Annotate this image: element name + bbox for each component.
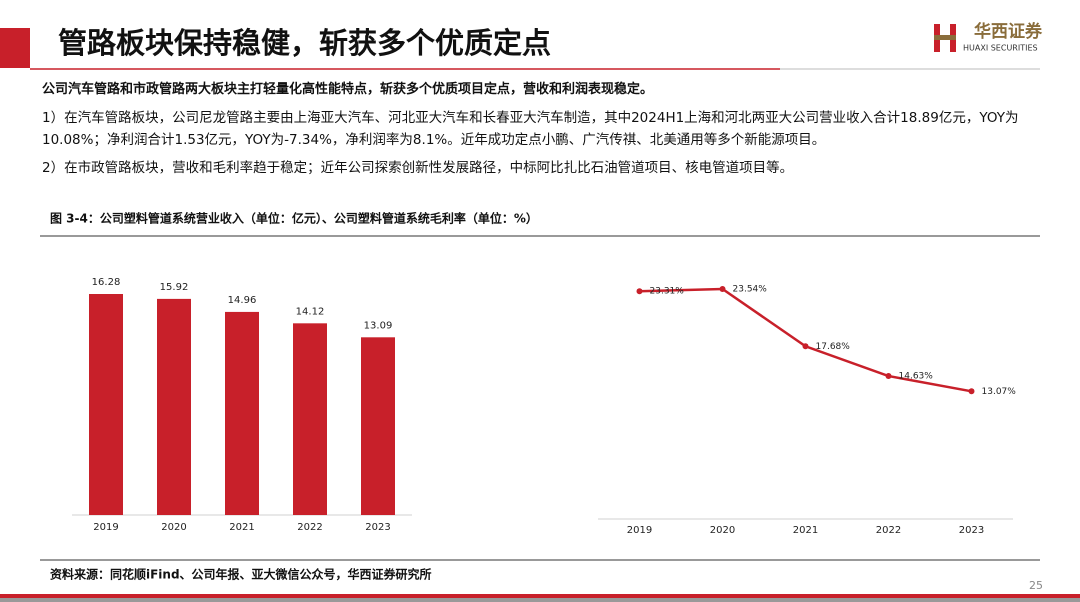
bottom-bar — [0, 594, 1080, 598]
x-tick-label: 2022 — [876, 525, 901, 536]
bar — [89, 294, 123, 515]
point — [802, 343, 809, 350]
x-tick-label: 2020 — [161, 522, 186, 533]
logo-cn: 华西证券 — [974, 21, 1043, 42]
data-label: 14.96 — [228, 295, 257, 306]
point — [719, 286, 726, 292]
summary: 公司汽车管路和市政管路两大板块主打轻量化高性能特点，斩获多个优质项目定点，营收和… — [42, 82, 654, 97]
data-label: 17.68% — [816, 342, 851, 352]
x-tick-label: 2020 — [710, 525, 735, 536]
logo: 华西证券 HUAXI SECURITIES — [934, 21, 1043, 53]
point — [636, 288, 643, 295]
x-tick-label: 2023 — [365, 522, 390, 533]
point — [885, 373, 892, 380]
bar — [293, 323, 327, 515]
data-label: 13.07% — [982, 387, 1017, 397]
bottom-bar-grey — [0, 598, 1080, 602]
bar — [157, 298, 191, 515]
logo-en: HUAXI SECURITIES — [963, 44, 1038, 53]
slide-title: 管路板块保持稳健，斩获多个优质定点 — [58, 26, 551, 60]
x-tick-label: 2022 — [297, 522, 322, 533]
title-accent — [0, 28, 30, 68]
source: 资料来源：同花顺iFind、公司年报、亚大微信公众号，华西证券研究所 — [50, 567, 432, 582]
data-label: 14.63% — [899, 372, 934, 382]
data-label: 14.12 — [296, 306, 325, 317]
figure-title: 图 3-4：公司塑料管道系统营业收入（单位：亿元）、公司塑料管道系统毛利率（单位… — [50, 211, 538, 226]
x-tick-label: 2019 — [93, 522, 118, 533]
x-tick-label: 2019 — [627, 525, 652, 536]
bar — [225, 311, 259, 515]
data-label: 15.92 — [160, 282, 189, 293]
bullet: 1）在汽车管路板块，公司尼龙管路主要由上海亚大汽车、河北亚大汽车和长春亚大汽车制… — [42, 110, 1019, 148]
data-label: 16.28 — [92, 277, 121, 288]
point — [968, 388, 975, 395]
data-label: 23.54% — [733, 285, 768, 295]
bar — [361, 337, 395, 515]
page-number: 25 — [1029, 579, 1043, 592]
x-tick-label: 2021 — [793, 525, 818, 536]
x-tick-label: 2021 — [229, 522, 254, 533]
data-label: 23.31% — [650, 287, 685, 297]
x-tick-label: 2023 — [959, 525, 984, 536]
data-label: 13.09 — [364, 320, 393, 331]
bullet: 2）在市政管路板块，营收和毛利率趋于稳定；近年公司探索创新性发展路径，中标阿比扎… — [42, 160, 794, 176]
